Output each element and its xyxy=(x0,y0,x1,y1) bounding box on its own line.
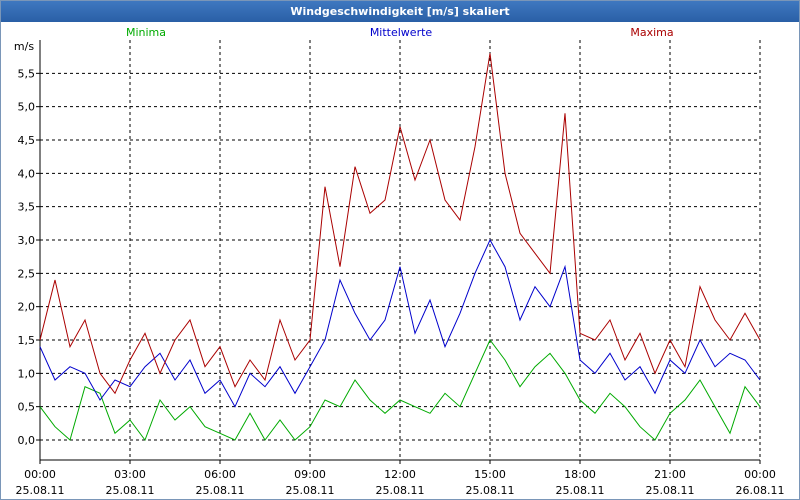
x-tick-date: 25.08.11 xyxy=(466,484,515,497)
y-tick-label: 4,5 xyxy=(18,134,36,147)
x-tick-date: 26.08.11 xyxy=(736,484,785,497)
x-tick-time: 18:00 xyxy=(564,468,596,481)
y-tick-label: 5,5 xyxy=(18,67,36,80)
y-tick-label: 0,5 xyxy=(18,401,36,414)
x-tick-time: 00:00 xyxy=(744,468,776,481)
legend-mittelwerte: Mittelwerte xyxy=(370,26,433,39)
x-tick-time: 09:00 xyxy=(294,468,326,481)
x-tick-time: 15:00 xyxy=(474,468,506,481)
x-tick-time: 00:00 xyxy=(24,468,56,481)
y-tick-label: 2,5 xyxy=(18,267,36,280)
y-axis-label: m/s xyxy=(14,40,34,53)
y-tick-label: 0,0 xyxy=(18,434,36,447)
x-tick-date: 25.08.11 xyxy=(376,484,425,497)
x-tick-date: 25.08.11 xyxy=(646,484,695,497)
series-line-minima xyxy=(39,339,761,442)
x-tick-date: 25.08.11 xyxy=(16,484,65,497)
x-tick-date: 25.08.11 xyxy=(286,484,335,497)
y-tick-label: 1,5 xyxy=(18,334,36,347)
y-tick-label: 4,0 xyxy=(18,167,36,180)
x-tick-time: 12:00 xyxy=(384,468,416,481)
axes: 0,0 0,5 1,0 1,5 2,0 2,5 3,0 3,5 4,0 4,5 5,0 5,5 00:0… xyxy=(16,40,785,497)
y-tick-label: 1,0 xyxy=(18,367,36,380)
x-tick-date: 25.08.11 xyxy=(196,484,245,497)
grid xyxy=(39,40,761,460)
series-line-mittelwerte xyxy=(39,238,761,408)
x-tick-date: 25.08.11 xyxy=(556,484,605,497)
series-lines xyxy=(39,53,761,442)
series-line-maxima xyxy=(39,53,761,395)
legend-minima: Minima xyxy=(126,26,166,39)
x-tick-time: 06:00 xyxy=(204,468,236,481)
y-tick-label: 2,0 xyxy=(18,301,36,314)
x-tick-date: 25.08.11 xyxy=(106,484,155,497)
x-tick-time: 03:00 xyxy=(114,468,146,481)
legend-maxima: Maxima xyxy=(630,26,673,39)
y-tick-label: 3,0 xyxy=(18,234,36,247)
x-tick-time: 21:00 xyxy=(654,468,686,481)
chart-title: Windgeschwindigkeit [m/s] skaliert xyxy=(1,1,799,22)
y-tick-label: 5,0 xyxy=(18,101,36,114)
y-tick-label: 3,5 xyxy=(18,201,36,214)
